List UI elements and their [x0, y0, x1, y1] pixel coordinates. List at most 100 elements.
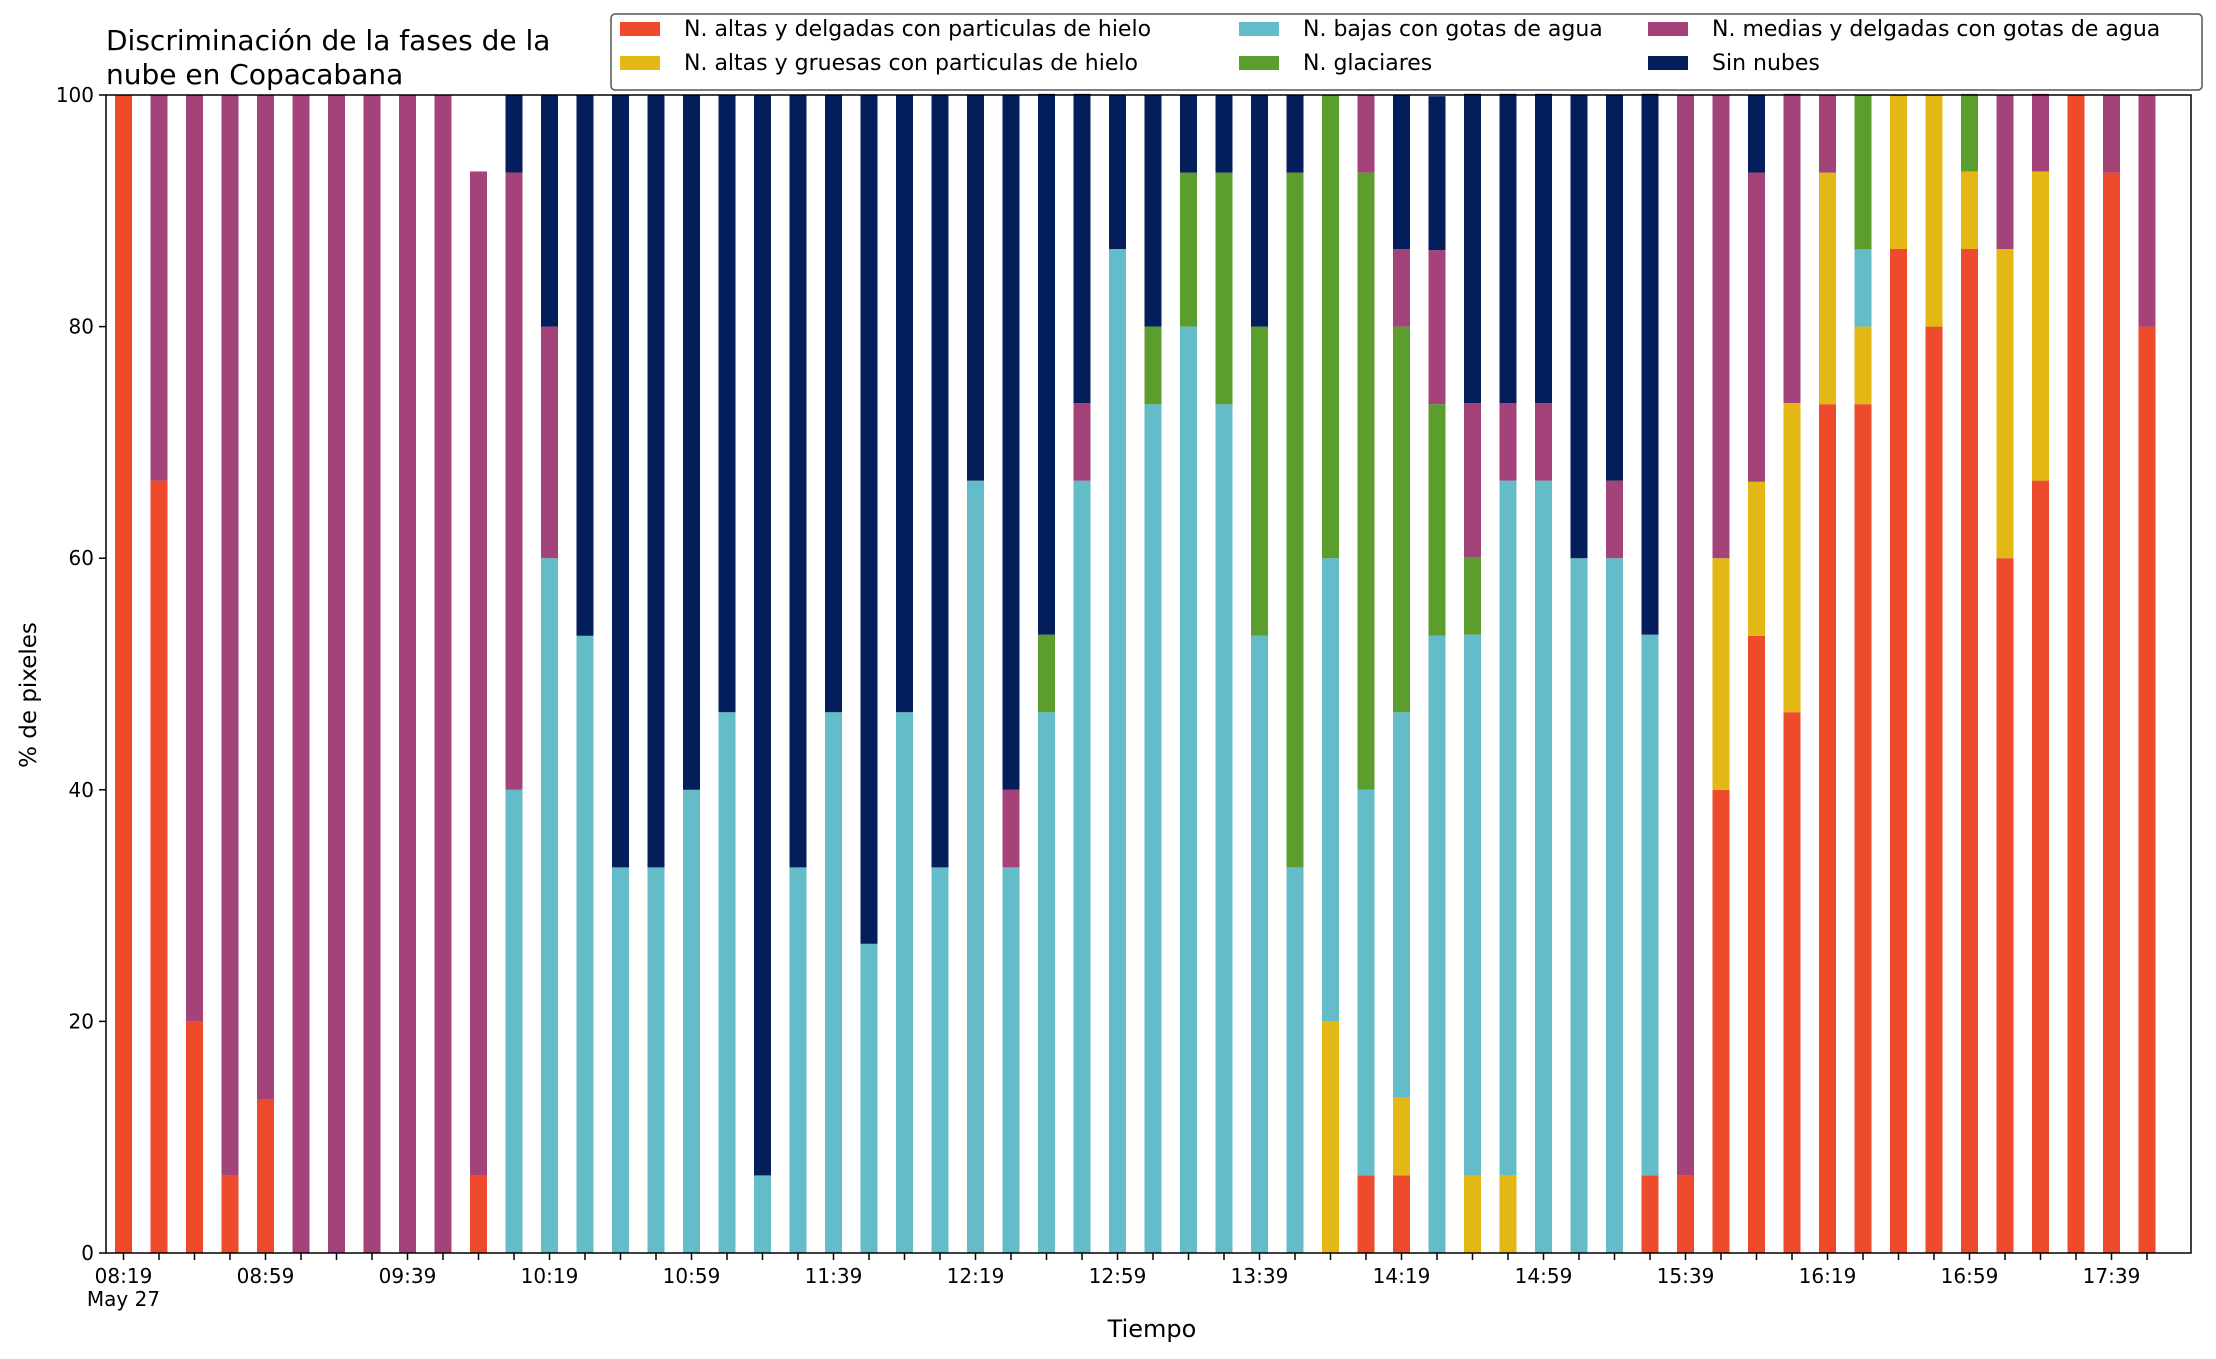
bar-segment-1639-series-2 [1890, 95, 1907, 250]
y-tick-label: 20 [69, 1009, 94, 1033]
bar-segment-1559-series-5 [1748, 172, 1765, 482]
bar-segment-1719-series-5 [2032, 93, 2049, 172]
bar-segment-1439-series-3 [1464, 634, 1481, 1176]
y-axis-label: % de pixeles [16, 622, 42, 768]
bar-segment-1209-series-3 [931, 867, 949, 1253]
bar-segment-1359-series-4 [1322, 95, 1339, 559]
bar-segment-1039-series-6 [612, 95, 629, 868]
bar-segment-1449-series-5 [1499, 403, 1517, 481]
bar-segment-1449-series-2 [1499, 1175, 1517, 1253]
bar-segment-1009-series-6 [505, 95, 523, 173]
x-tick-label: 08:19 [95, 1264, 153, 1288]
bar-segment-1659-series-4 [1961, 93, 1978, 172]
bar-segment-1629-series-2 [1854, 326, 1872, 405]
bar-segment-1349-series-4 [1286, 172, 1304, 868]
bar-segment-1629-series-1 [1854, 404, 1872, 1253]
x-tick-label: 12:19 [947, 1264, 1005, 1288]
bar-segment-1239-series-3 [1038, 712, 1055, 1253]
bar-segment-1439-series-6 [1464, 93, 1481, 404]
bar-segment-1059-series-3 [683, 789, 700, 1253]
legend-swatch-2 [620, 56, 660, 70]
bar-segment-1309-series-6 [1144, 95, 1162, 327]
bar-segment-1309-series-3 [1144, 404, 1162, 1253]
legend-swatch-4 [1239, 56, 1279, 70]
x-tick-label: 17:39 [2083, 1264, 2141, 1288]
bar-segment-1439-series-5 [1464, 403, 1481, 558]
bar-segment-1449-series-3 [1499, 480, 1517, 1176]
bar-segment-1159-series-3 [896, 712, 913, 1253]
bar-segment-1319-series-4 [1180, 172, 1197, 327]
x-tick-label: 14:19 [1373, 1264, 1431, 1288]
bar-segment-0859-series-1 [257, 1098, 274, 1253]
legend-swatch-5 [1648, 22, 1688, 36]
bar-segment-1259-series-6 [1109, 95, 1126, 250]
bar-segment-0909-series-5 [292, 95, 310, 1253]
bar-segment-1309-series-4 [1144, 326, 1162, 405]
bar-segment-1709-series-1 [1996, 558, 2014, 1253]
bar-segment-1229-series-5 [1002, 789, 1020, 868]
x-tick-label: 14:59 [1515, 1264, 1573, 1288]
bar-segment-1459-series-5 [1535, 403, 1552, 481]
bar-segment-1339-series-6 [1251, 95, 1268, 327]
bar-segment-1419-series-1 [1393, 1175, 1410, 1253]
bar-segment-1419-series-6 [1393, 95, 1410, 250]
x-tick-label: 10:59 [663, 1264, 721, 1288]
bar-segment-1149-series-3 [860, 943, 878, 1253]
bar-segment-1229-series-3 [1002, 867, 1020, 1253]
legend-label-1: N. altas y delgadas con particulas de hi… [684, 17, 1151, 42]
bar-segment-1029-series-3 [576, 635, 594, 1253]
x-tick-label: 16:19 [1799, 1264, 1857, 1288]
bar-segment-0839-series-5 [186, 95, 203, 1022]
x-tick-label: 11:39 [805, 1264, 863, 1288]
y-tick-label: 40 [69, 778, 94, 802]
bar-segment-0939-series-5 [399, 95, 416, 1253]
bar-segment-1119-series-3 [754, 1175, 771, 1253]
bar-segment-0949-series-5 [434, 95, 452, 1253]
bar-segment-1349-series-6 [1286, 95, 1304, 173]
bar-segment-1609-series-2 [1783, 403, 1801, 713]
bar-segment-1629-series-4 [1854, 95, 1872, 250]
x-tick-label: 15:39 [1657, 1264, 1715, 1288]
bar-segment-1649-series-1 [1925, 326, 1943, 1254]
y-tick-label: 0 [81, 1241, 94, 1265]
x-tick-label: 16:59 [1941, 1264, 1999, 1288]
bar-segment-1139-series-3 [825, 712, 842, 1253]
bar-segment-1459-series-6 [1535, 93, 1552, 404]
bar-segment-1259-series-3 [1109, 249, 1126, 1253]
bar-segment-1359-series-2 [1322, 1021, 1339, 1253]
bar-segment-1719-series-2 [2032, 171, 2049, 481]
chart-title-line-2: nube en Copacabana [106, 58, 403, 91]
bar-segment-0859-series-5 [257, 95, 274, 1099]
x-tick-label: 13:39 [1231, 1264, 1289, 1288]
legend-swatch-1 [620, 22, 660, 36]
bar-segment-1049-series-3 [647, 867, 665, 1253]
bar-segment-1019-series-5 [541, 326, 558, 559]
bar-segment-1749-series-1 [2138, 326, 2156, 1254]
bar-segment-1249-series-3 [1073, 480, 1091, 1253]
legend-box [610, 13, 2203, 91]
bar-segment-1709-series-5 [1996, 95, 2014, 250]
bar-segment-1629-series-3 [1854, 249, 1872, 327]
bar-segment-1329-series-3 [1215, 404, 1233, 1253]
bar-segment-1149-series-6 [860, 95, 878, 944]
bar-segment-1749-series-5 [2138, 95, 2156, 327]
bar-segment-1429-series-4 [1428, 404, 1446, 636]
bar-segment-1609-series-1 [1783, 712, 1801, 1253]
bar-segment-1409-series-4 [1357, 172, 1375, 790]
bar-segment-1019-series-3 [541, 558, 558, 1253]
bar-segment-1319-series-3 [1180, 326, 1197, 1254]
x-axis-label: Tiempo [1107, 1315, 1197, 1343]
bar-segment-1009-series-5 [505, 172, 523, 790]
bar-segment-1329-series-6 [1215, 95, 1233, 173]
y-tick-label: 80 [69, 315, 94, 339]
bar-segment-0929-series-5 [363, 95, 381, 1253]
x-date-label: May 27 [87, 1287, 160, 1311]
bar-segment-1429-series-3 [1428, 635, 1446, 1253]
bar-segment-1229-series-6 [1002, 95, 1020, 790]
bar-segment-1419-series-5 [1393, 249, 1410, 327]
x-tick-label: 12:59 [1089, 1264, 1147, 1288]
bar-segment-1659-series-2 [1961, 171, 1978, 250]
bar-segment-1019-series-6 [541, 95, 558, 327]
bar-segment-1439-series-2 [1464, 1175, 1481, 1253]
